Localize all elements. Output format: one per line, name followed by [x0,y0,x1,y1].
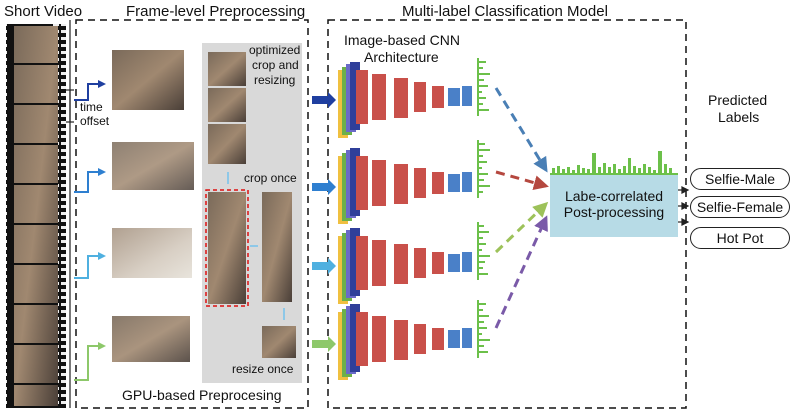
predicted-heading-1: Predicted [708,92,768,108]
score-vector-1 [477,58,490,116]
frame-thumb-4 [112,316,190,362]
frame-preprocessing-box [75,19,309,409]
frame-arrows [74,80,106,381]
crop-dashed-box [205,189,249,307]
title-short-video: Short Video [4,3,83,20]
score-vector-2 [477,140,490,198]
score-arrows [494,87,549,329]
cnn-label-2: Architecture [364,49,439,65]
frame-thumb-2 [112,142,194,190]
post-label-2: Post-processing [563,204,665,220]
gpu-label: GPU-based Preprocesing [122,387,282,403]
cnn-input-arrows [312,92,336,352]
film-strip [6,24,66,408]
time-offset-bracket [66,20,74,408]
score-vector-3 [477,222,490,280]
frame-thumbnails [112,50,194,362]
optimized-label-2: crop and [252,58,299,72]
time-offset-label-1: time [80,100,103,114]
label-arrows [678,186,690,226]
aggregated-scores [550,151,678,175]
frame-thumb-3 [112,228,192,278]
predicted-heading-2: Labels [718,109,760,125]
cnn-row-4 [338,304,472,380]
predicted-label-hot-pot: Hot Pot [690,227,790,249]
post-processing-box: Labe-correlated Post-processing [550,175,678,237]
predicted-label-selfie-female: Selfie-Female [690,196,790,218]
title-multi-label: Multi-label Classification Model [402,3,608,20]
classification-model-box [327,19,687,409]
cnn-row-2 [338,148,472,224]
time-offset-label-2: offset [80,114,110,128]
optimized-label-3: resizing [254,73,296,87]
optimized-label-1: optimized [249,43,301,57]
cnn-row-3 [338,228,472,304]
cnn-label-1: Image-based CNN [344,32,460,48]
title-frame-level: Frame-level Preprocessing [126,3,306,20]
predicted-label-selfie-male: Selfie-Male [690,168,790,190]
gpu-thumbnails [205,52,296,358]
crop-once-label: crop once [244,171,297,185]
resize-once-label: resize once [232,362,294,376]
cnn-row-1 [338,62,472,138]
post-label-1: Labe-correlated [564,188,664,204]
score-vector-4 [477,300,490,358]
frame-thumb-1 [112,50,184,110]
